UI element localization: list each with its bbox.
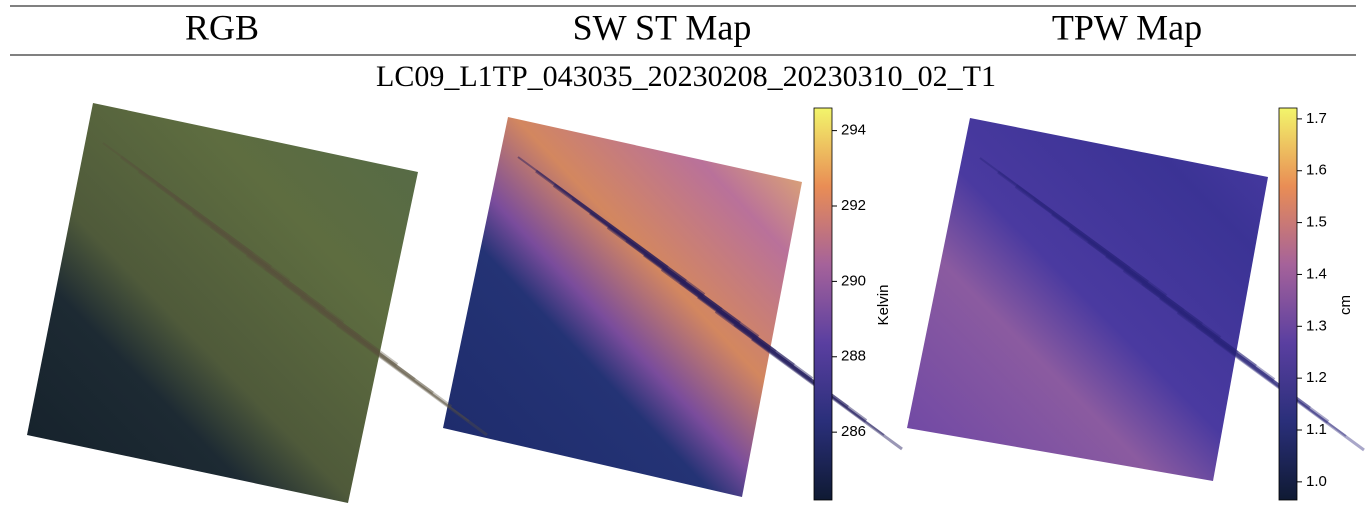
tick-label: 286 — [841, 423, 866, 440]
texture-streak — [318, 310, 470, 422]
texture-streak — [571, 198, 723, 310]
texture-streak — [733, 324, 885, 436]
texture-streak — [191, 211, 345, 325]
texture-streak — [679, 282, 831, 394]
tick-label: 1.0 — [1306, 473, 1327, 490]
texture-streak — [714, 309, 868, 423]
texture-streak — [1068, 226, 1222, 340]
texture-streak — [1014, 184, 1168, 298]
texture-streak — [299, 295, 453, 409]
column-title: TPW Map — [1052, 7, 1202, 47]
texture-streak — [174, 197, 326, 311]
subtitle: LC09_L1TP_043035_20230208_20230310_02_T1 — [376, 60, 996, 93]
texture-streak — [1141, 283, 1293, 395]
texture-streak — [1105, 254, 1257, 368]
texture-streak — [120, 155, 272, 269]
tick-label: 1.5 — [1306, 214, 1327, 231]
tick-label: 1.7 — [1306, 110, 1327, 127]
texture-streak — [1176, 310, 1330, 424]
texture-streak — [282, 281, 434, 395]
texture-streak — [228, 239, 380, 353]
image-texture — [102, 142, 1365, 452]
texture-streak — [1087, 241, 1239, 353]
st-map-image — [443, 117, 802, 497]
texture-streak — [1033, 199, 1185, 311]
colorbar — [1278, 107, 1298, 501]
texture-streak — [589, 211, 741, 325]
texture-streak — [210, 226, 362, 338]
texture-streak — [625, 240, 777, 352]
texture-streak — [997, 170, 1149, 284]
tick-label: 292 — [841, 197, 866, 214]
texture-streak — [137, 169, 291, 283]
colorbar-label: Kelvin — [875, 285, 892, 326]
texture-streak — [660, 267, 814, 381]
texture-streak — [336, 323, 488, 437]
texture-streak — [102, 142, 254, 254]
texture-streak — [245, 253, 399, 367]
tick-label: 1.3 — [1306, 317, 1327, 334]
column-title: RGB — [185, 7, 259, 47]
texture-streak — [1051, 212, 1203, 326]
rgb-image — [27, 103, 418, 503]
tick-label: 290 — [841, 272, 866, 289]
texture-streak — [1122, 268, 1276, 382]
tick-label: 1.2 — [1306, 369, 1327, 386]
texture-streak — [606, 225, 760, 339]
texture-streak — [552, 183, 706, 297]
tpw-map-image — [907, 118, 1268, 481]
tick-label: 294 — [841, 122, 866, 139]
colorbar-label: cm — [1337, 295, 1354, 315]
texture-streak — [643, 253, 795, 367]
tick-label: 1.1 — [1306, 421, 1327, 438]
tick-label: 1.4 — [1306, 265, 1327, 282]
texture-streak — [264, 268, 416, 380]
column-title: SW ST Map — [573, 7, 752, 47]
texture-streak — [156, 184, 308, 296]
texture-streak — [517, 156, 669, 268]
texture-streak — [535, 169, 687, 283]
tick-label: 1.6 — [1306, 162, 1327, 179]
tick-label: 288 — [841, 348, 866, 365]
colorbar — [813, 107, 833, 501]
texture-streak — [1195, 325, 1347, 437]
texture-streak — [979, 157, 1131, 269]
